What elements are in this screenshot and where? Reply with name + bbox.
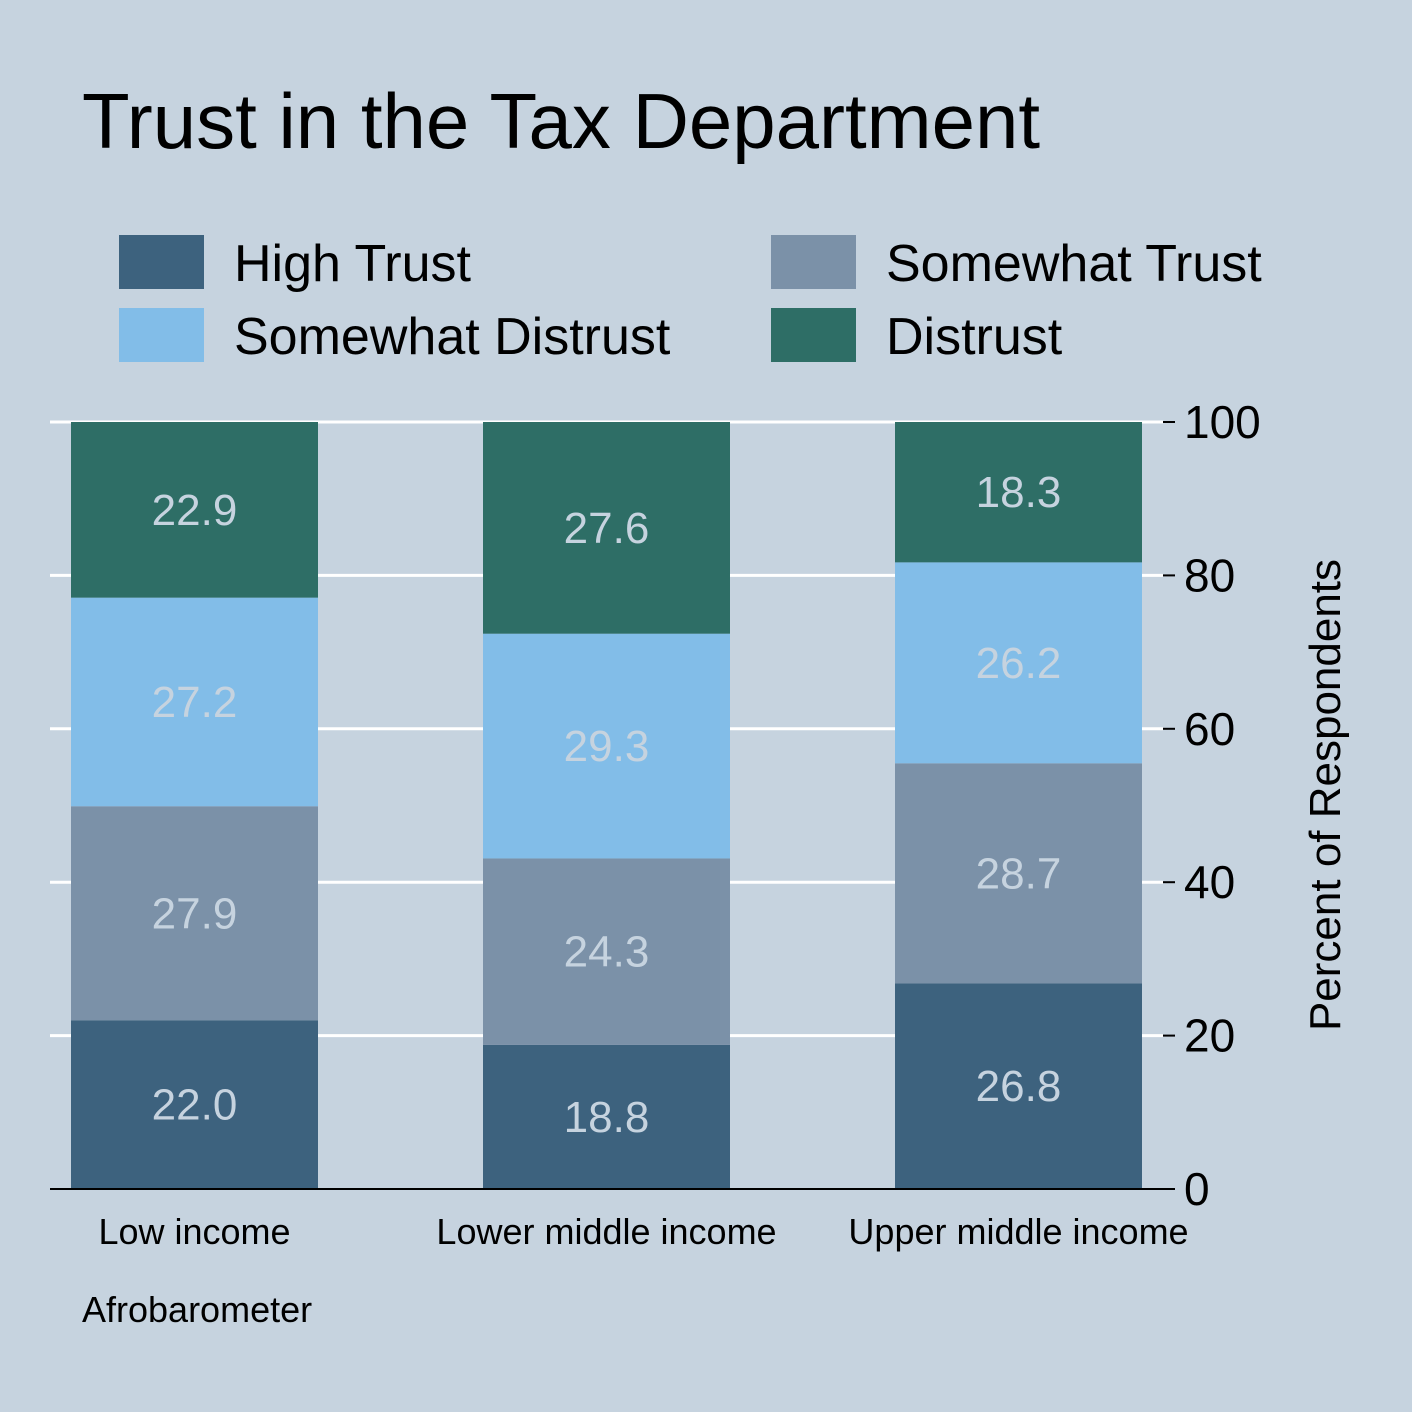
bar-upper-middle-income-somewhat-trust: [895, 763, 1142, 984]
data-label: 27.2: [152, 678, 238, 727]
bar-upper-middle-income-high-trust: [895, 983, 1142, 1189]
data-label: 29.3: [564, 722, 650, 771]
data-label: 26.8: [976, 1062, 1062, 1111]
bar-lower-middle-income-high-trust: [483, 1044, 730, 1189]
bar-low-income-somewhat-distrust: [71, 597, 318, 807]
y-axis-label: Percent of Respondents: [1301, 559, 1350, 1031]
data-label: 27.9: [152, 889, 238, 938]
bars: 22.0 27.9 27.2 22.9 18.8 24.3 29.3 27.6 26.8 28.7…: [71, 422, 1142, 1189]
bar-lower-middle-income-distrust: [483, 422, 730, 634]
data-label: 22.0: [152, 1081, 238, 1130]
y-tick-label: 0: [1184, 1163, 1210, 1215]
data-label: 27.6: [564, 504, 650, 553]
data-label: 18.3: [976, 468, 1062, 517]
x-tick-label: Lower middle income: [436, 1211, 776, 1252]
data-label: 26.2: [976, 639, 1062, 688]
bar-low-income-distrust: [71, 422, 318, 598]
legend-label-somewhat-trust: Somewhat Trust: [886, 235, 1262, 293]
y-tick-label: 20: [1184, 1010, 1235, 1062]
y-tick-label: 100: [1184, 396, 1261, 448]
legend-swatch-somewhat-trust: [771, 235, 856, 289]
bar-lower-middle-income-somewhat-trust: [483, 858, 730, 1045]
x-axis-labels: Low income Lower middle income Upper middl…: [98, 1211, 1188, 1252]
data-label: 28.7: [976, 849, 1062, 898]
bar-upper-middle-income-somewhat-distrust: [895, 562, 1142, 764]
x-tick-label: Low income: [98, 1211, 290, 1252]
legend-swatch-high-trust: [119, 235, 204, 289]
y-tick-label: 60: [1184, 703, 1235, 755]
legend-swatch-distrust: [771, 308, 856, 362]
data-label: 24.3: [564, 928, 650, 977]
legend-label-somewhat-distrust: Somewhat Distrust: [234, 308, 671, 366]
legend-label-distrust: Distrust: [886, 308, 1063, 366]
bar-low-income-high-trust: [71, 1020, 318, 1189]
caption: Afrobarometer: [82, 1289, 312, 1330]
bar-lower-middle-income-somewhat-distrust: [483, 633, 730, 859]
data-label: 22.9: [152, 486, 238, 535]
data-label: 18.8: [564, 1093, 650, 1142]
y-axis-ticks: 0 20 40 60 80 100: [1163, 396, 1261, 1215]
legend-label-high-trust: High Trust: [234, 235, 472, 293]
y-tick-label: 80: [1184, 549, 1235, 601]
x-tick-label: Upper middle income: [848, 1211, 1188, 1252]
bar-upper-middle-income-distrust: [895, 422, 1142, 563]
chart-title: Trust in the Tax Department: [82, 77, 1040, 165]
y-tick-label: 40: [1184, 856, 1235, 908]
legend: High Trust Somewhat Trust Somewhat Distrus…: [119, 235, 1262, 366]
bar-low-income-somewhat-trust: [71, 806, 318, 1021]
legend-swatch-somewhat-distrust: [119, 308, 204, 362]
